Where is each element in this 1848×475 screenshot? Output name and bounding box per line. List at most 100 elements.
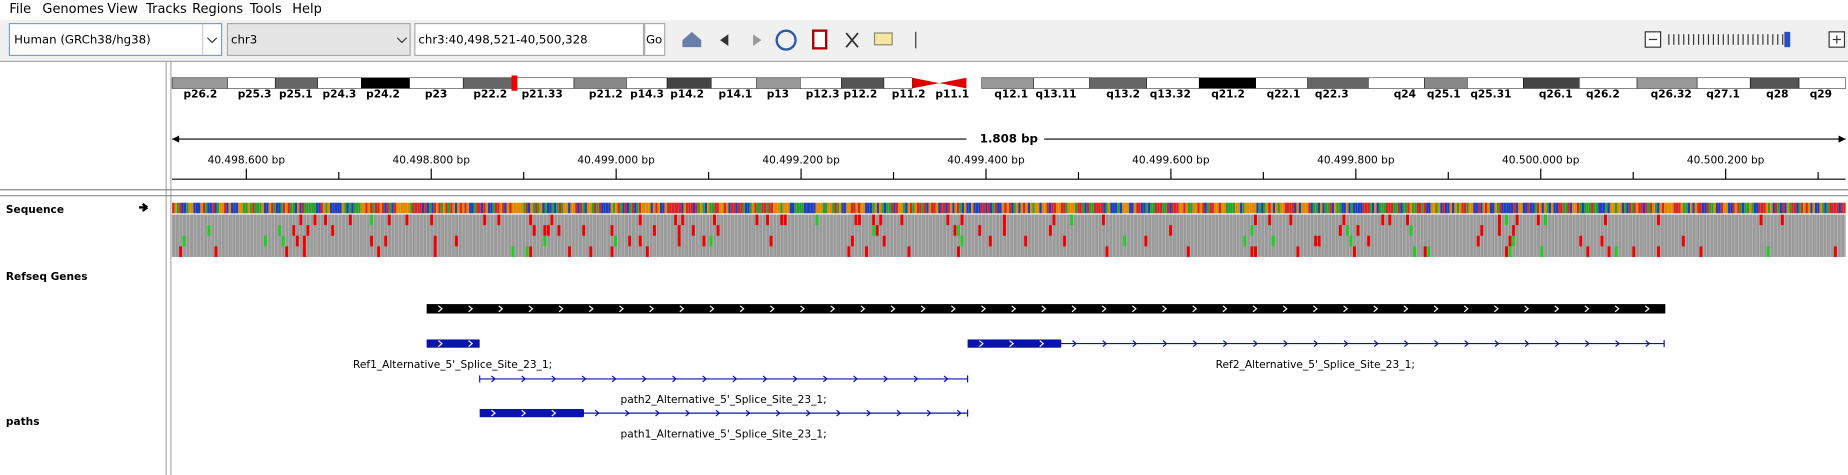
menu-item[interactable]: Regions bbox=[192, 2, 243, 17]
base bbox=[190, 202, 194, 214]
mismatch bbox=[674, 214, 678, 226]
strand-chevron bbox=[1494, 305, 1499, 313]
base bbox=[1737, 202, 1740, 214]
zoom-widget[interactable] bbox=[1644, 31, 1846, 48]
base bbox=[172, 202, 175, 214]
base bbox=[537, 202, 540, 214]
base bbox=[1397, 202, 1401, 214]
mismatch bbox=[638, 214, 642, 226]
base bbox=[1221, 202, 1224, 214]
strand-arrow[interactable] bbox=[139, 202, 149, 212]
base bbox=[759, 202, 762, 214]
track-name[interactable]: Refseq Genes bbox=[6, 271, 88, 283]
base bbox=[1760, 202, 1764, 214]
base bbox=[1284, 202, 1287, 214]
mismatch bbox=[1268, 214, 1272, 226]
track-name[interactable]: Sequence bbox=[6, 204, 64, 216]
base bbox=[855, 202, 858, 214]
feature[interactable]: Ref1_Alternative_5'_Splice_Site_23_1; bbox=[353, 339, 552, 371]
base bbox=[445, 202, 448, 214]
base bbox=[1032, 202, 1035, 214]
strand-chevron bbox=[624, 409, 630, 417]
cytoband bbox=[1579, 77, 1638, 89]
base bbox=[1169, 202, 1172, 214]
feature[interactable]: path2_Alternative_5'_Splice_Site_23_1; bbox=[479, 375, 969, 406]
base bbox=[961, 202, 965, 214]
menu-item[interactable]: Tools bbox=[249, 2, 282, 17]
cytoband bbox=[1696, 77, 1751, 89]
base bbox=[1452, 202, 1455, 214]
base bbox=[1176, 202, 1179, 214]
refresh-icon[interactable] bbox=[775, 29, 797, 51]
base bbox=[287, 202, 290, 214]
menu-item[interactable]: View bbox=[107, 2, 138, 17]
base bbox=[1357, 202, 1361, 214]
forward-icon[interactable] bbox=[753, 34, 762, 46]
base bbox=[721, 202, 724, 214]
base bbox=[829, 202, 833, 214]
base bbox=[313, 202, 316, 214]
strand-chevron bbox=[830, 305, 836, 313]
cytoband bbox=[515, 77, 575, 89]
base bbox=[577, 202, 580, 214]
base bbox=[832, 202, 835, 214]
mismatch bbox=[1254, 246, 1257, 257]
back-icon[interactable] bbox=[720, 34, 729, 46]
base bbox=[391, 202, 394, 214]
menu-item[interactable]: File bbox=[9, 2, 31, 17]
mismatch bbox=[582, 225, 586, 236]
base bbox=[1456, 202, 1460, 214]
base bbox=[763, 202, 767, 214]
base bbox=[1051, 202, 1054, 214]
base bbox=[1697, 202, 1700, 214]
base bbox=[1527, 202, 1530, 214]
home-icon[interactable] bbox=[682, 31, 702, 48]
cytoband bbox=[462, 77, 517, 89]
base bbox=[1727, 202, 1731, 214]
refseq-gene[interactable] bbox=[426, 304, 1666, 314]
mismatch bbox=[1063, 235, 1067, 247]
base bbox=[490, 202, 493, 214]
fit-icon[interactable] bbox=[845, 32, 859, 48]
go-button[interactable] bbox=[644, 22, 666, 56]
strand-chevron bbox=[1102, 340, 1108, 347]
base bbox=[1074, 202, 1078, 214]
menu-item[interactable]: Tracks bbox=[145, 2, 187, 17]
menu-item[interactable]: Genomes bbox=[42, 2, 104, 17]
base bbox=[1138, 202, 1141, 214]
base bbox=[902, 202, 906, 214]
mismatch bbox=[1101, 214, 1105, 226]
popup-icon[interactable] bbox=[873, 32, 893, 46]
base bbox=[975, 202, 979, 214]
track-name[interactable]: paths bbox=[6, 416, 40, 428]
strand-chevron bbox=[611, 375, 617, 383]
cytoband-label: p24.2 bbox=[366, 88, 400, 100]
strand-chevron bbox=[551, 375, 557, 383]
menu-item[interactable]: Help bbox=[292, 2, 322, 17]
base bbox=[1180, 202, 1184, 214]
base bbox=[898, 202, 901, 214]
base bbox=[414, 202, 418, 214]
roi-icon[interactable] bbox=[812, 29, 828, 50]
base bbox=[1218, 202, 1221, 214]
cytoband-label: p11.1 bbox=[935, 88, 969, 100]
base bbox=[1786, 202, 1790, 214]
base bbox=[862, 202, 866, 214]
mismatch bbox=[1536, 214, 1540, 226]
feature[interactable]: path1_Alternative_5'_Splice_Site_23_1; bbox=[479, 408, 969, 440]
base bbox=[1701, 202, 1705, 214]
genome-box[interactable] bbox=[8, 22, 223, 56]
base bbox=[1840, 202, 1844, 214]
locus-box[interactable] bbox=[414, 22, 645, 56]
chromosome-box[interactable] bbox=[226, 22, 411, 56]
strand-chevron bbox=[943, 375, 949, 383]
base bbox=[1015, 202, 1019, 214]
mismatch bbox=[1766, 246, 1770, 257]
base bbox=[718, 202, 722, 214]
feature[interactable]: Ref2_Alternative_5'_Splice_Site_23_1; bbox=[967, 339, 1665, 371]
base bbox=[928, 202, 932, 214]
base bbox=[1558, 202, 1561, 214]
feature-label: path2_Alternative_5'_Splice_Site_23_1; bbox=[621, 394, 827, 406]
mismatch bbox=[377, 246, 381, 257]
base bbox=[631, 202, 635, 214]
